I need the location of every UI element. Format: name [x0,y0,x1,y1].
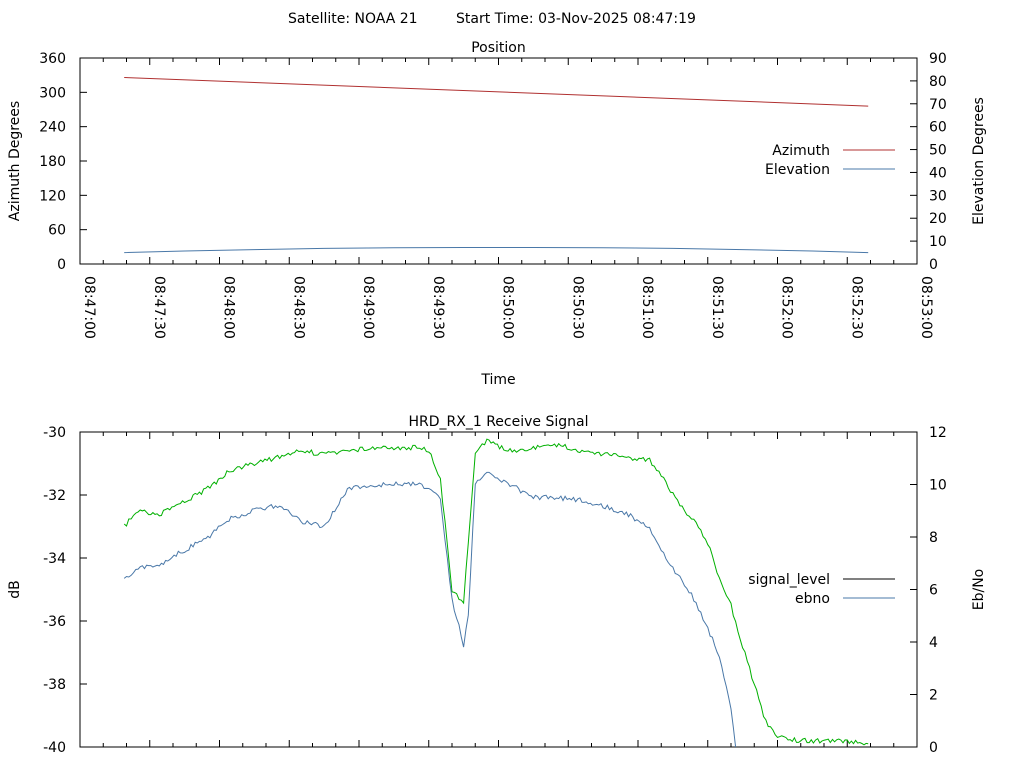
y2-tick-label: 8 [929,530,938,546]
y2-tick-label: 50 [929,143,947,159]
x-tick-label: 08:52:30 [848,276,864,339]
y2-tick-label: 10 [929,234,947,250]
series-azimuth-line [124,77,869,107]
y-tick-label: -30 [43,425,66,441]
x-tick-label: 08:49:00 [360,276,376,339]
y2-tick-label: 12 [929,425,947,441]
position-chart: Position 0 60 120 180 240 300 360 0 10 20 30 40 50 60 7… [7,40,987,388]
x-tick-label: 08:50:00 [500,276,516,339]
y2-tick-label: 70 [929,97,947,113]
y-tick-label: 0 [57,257,66,273]
y2-axis-label: Elevation Degrees [971,97,987,225]
x-tick-label: 08:47:00 [81,276,97,339]
series-signal_level-line [123,438,869,746]
y-tick-label: 120 [39,188,66,204]
x-tick-label: 08:47:30 [151,276,167,339]
x-tick-label: 08:48:30 [290,276,306,339]
x-tick-label: 08:51:00 [639,276,655,339]
y-tick-label: -40 [43,740,66,756]
y-axis-label: dB [7,580,23,599]
x-tick-label: 08:52:00 [779,276,795,339]
y2-tick-label: 0 [929,740,938,756]
y2-axis-label: Eb/No [971,569,987,611]
x-tick-label: 08:53:00 [918,276,934,339]
x-tick-label: 08:51:30 [709,276,725,339]
y2-tick-label: 80 [929,74,947,90]
y-tick-label: 300 [39,85,66,101]
y-axis-label: Azimuth Degrees [7,101,23,221]
y-tick-label: -34 [43,551,66,567]
legend-label: Elevation [765,162,830,178]
y-tick-label: 360 [39,51,66,67]
legend-label: ebno [795,591,830,607]
y2-tick-label: 2 [929,688,938,704]
y2-tick-label: 40 [929,165,947,181]
y-tick-label: -36 [43,614,66,630]
header-start-time: Start Time: 03-Nov-2025 08:47:19 [456,11,696,27]
series-elevation-line [124,247,869,254]
x-tick-label: 08:49:30 [430,276,446,339]
plot-frame [79,57,918,265]
y2-tick-label: 0 [929,257,938,273]
y-tick-label: 180 [39,154,66,170]
y2-tick-label: 6 [929,583,938,599]
series-ebno-line [123,471,737,748]
chart-title: Position [471,40,526,56]
y2-tick-label: 90 [929,51,947,67]
legend-label: signal_level [748,572,830,588]
x-tick-label: 08:48:00 [221,276,237,339]
y2-tick-label: 20 [929,211,947,227]
y2-tick-label: 60 [929,120,947,136]
y2-tick-label: 10 [929,478,947,494]
y-tick-label: -38 [43,677,66,693]
x-tick-label: 08:50:30 [569,276,585,339]
receive-signal-chart: HRD_RX_1 Receive Signal -30 -32 -34 -36 -38 -4… [7,414,987,756]
y-tick-label: 60 [48,223,66,239]
y2-tick-label: 4 [929,635,938,651]
y-tick-label: 240 [39,120,66,136]
x-axis-label: Time [480,372,515,388]
legend-label: Azimuth [772,143,830,159]
y-tick-label: -32 [43,488,66,504]
header-satellite: Satellite: NOAA 21 [288,11,418,27]
y2-tick-label: 30 [929,188,947,204]
chart-title: HRD_RX_1 Receive Signal [409,414,589,430]
